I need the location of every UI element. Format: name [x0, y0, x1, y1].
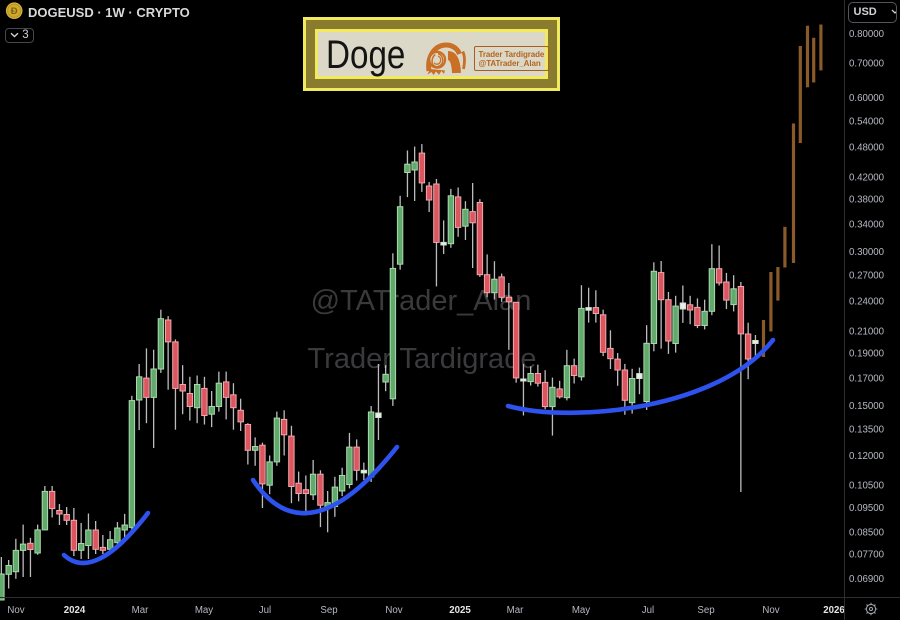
svg-text:0.21000: 0.21000: [849, 326, 885, 337]
svg-text:Jul: Jul: [642, 605, 654, 616]
svg-text:0.48000: 0.48000: [849, 143, 885, 154]
svg-text:0.19000: 0.19000: [849, 349, 885, 360]
svg-text:Nov: Nov: [7, 605, 24, 616]
svg-text:0.38000: 0.38000: [849, 195, 885, 206]
svg-text:0.70000: 0.70000: [849, 59, 885, 70]
svg-text:0.34000: 0.34000: [849, 219, 885, 230]
svg-text:0.80000: 0.80000: [849, 29, 885, 40]
svg-text:Trader Tardigrade: Trader Tardigrade: [308, 343, 537, 375]
svg-text:Sep: Sep: [697, 605, 714, 616]
svg-text:0.09500: 0.09500: [849, 503, 885, 514]
svg-text:Mar: Mar: [507, 605, 524, 616]
svg-text:0.42000: 0.42000: [849, 172, 885, 183]
svg-text:Ð: Ð: [11, 6, 18, 17]
svg-text:0.07700: 0.07700: [849, 550, 885, 561]
svg-text:0.06900: 0.06900: [849, 574, 885, 585]
svg-text:May: May: [195, 605, 213, 616]
svg-text:0.27000: 0.27000: [849, 271, 885, 282]
svg-text:2024: 2024: [64, 605, 86, 616]
svg-text:0.08500: 0.08500: [849, 528, 885, 539]
svg-text:0.30000: 0.30000: [849, 247, 885, 258]
svg-text:0.10500: 0.10500: [849, 481, 885, 492]
svg-text:Mar: Mar: [132, 605, 149, 616]
svg-text:0.17000: 0.17000: [849, 373, 885, 384]
svg-text:0.13500: 0.13500: [849, 425, 885, 436]
svg-text:0.24000: 0.24000: [849, 297, 885, 308]
svg-text:0.60000: 0.60000: [849, 93, 885, 104]
svg-text:Nov: Nov: [762, 605, 779, 616]
svg-text:0.54000: 0.54000: [849, 116, 885, 127]
svg-text:0.12000: 0.12000: [849, 451, 885, 462]
svg-text:May: May: [572, 605, 590, 616]
svg-text:Sep: Sep: [320, 605, 337, 616]
svg-text:@TATrader_Alan: @TATrader_Alan: [311, 285, 532, 317]
svg-text:Nov: Nov: [385, 605, 402, 616]
svg-text:2025: 2025: [449, 605, 471, 616]
svg-text:2026: 2026: [823, 605, 845, 616]
svg-text:Jul: Jul: [259, 605, 271, 616]
svg-text:0.15000: 0.15000: [849, 401, 885, 412]
